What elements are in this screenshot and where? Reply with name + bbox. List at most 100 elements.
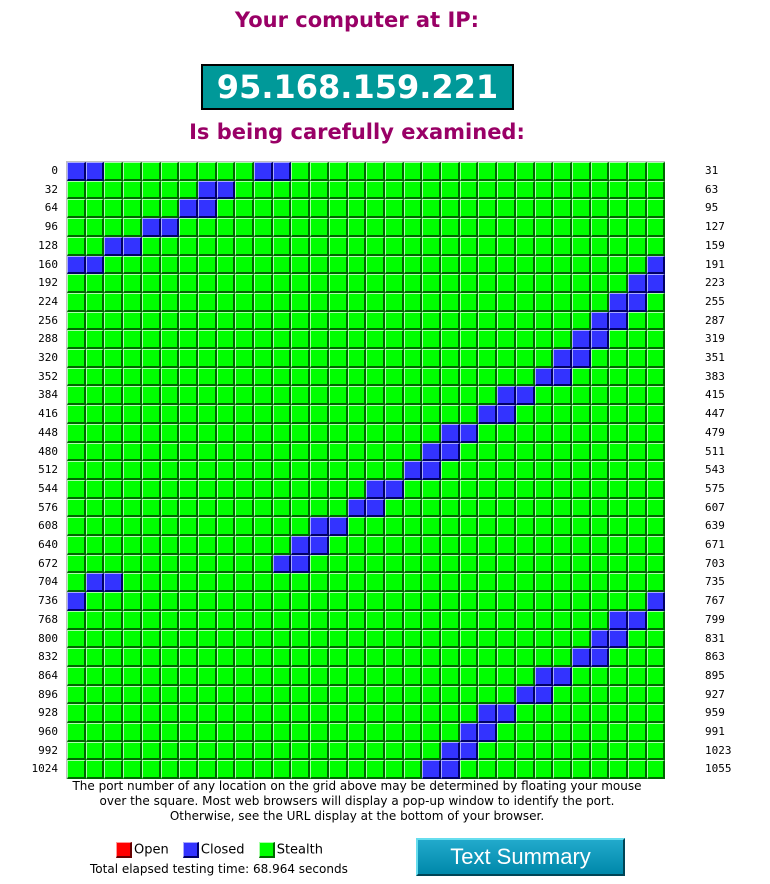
port-cell-stealth[interactable] (329, 424, 348, 443)
port-cell-stealth[interactable] (460, 592, 478, 611)
port-cell-stealth[interactable] (553, 648, 572, 667)
port-cell-closed[interactable] (553, 368, 572, 386)
port-cell-stealth[interactable] (235, 330, 254, 349)
port-cell-stealth[interactable] (422, 181, 441, 199)
port-cell-stealth[interactable] (385, 742, 404, 760)
port-cell-stealth[interactable] (104, 330, 123, 349)
port-cell-stealth[interactable] (161, 499, 179, 517)
port-cell-stealth[interactable] (142, 723, 161, 742)
port-cell-closed[interactable] (217, 181, 235, 199)
port-cell-stealth[interactable] (329, 293, 348, 312)
port-cell-stealth[interactable] (591, 368, 609, 386)
port-cell-stealth[interactable] (142, 274, 161, 293)
port-cell-stealth[interactable] (366, 555, 385, 573)
port-cell-stealth[interactable] (348, 723, 366, 742)
port-cell-stealth[interactable] (310, 480, 329, 499)
port-cell-stealth[interactable] (291, 330, 310, 349)
port-cell-stealth[interactable] (86, 424, 104, 443)
port-cell-stealth[interactable] (460, 648, 478, 667)
port-cell-stealth[interactable] (535, 274, 553, 293)
port-cell-stealth[interactable] (497, 517, 516, 536)
port-cell-stealth[interactable] (535, 218, 553, 237)
port-cell-stealth[interactable] (348, 686, 366, 704)
port-cell-closed[interactable] (591, 630, 609, 648)
port-cell-stealth[interactable] (572, 368, 591, 386)
port-cell-closed[interactable] (478, 704, 497, 723)
port-cell-stealth[interactable] (310, 368, 329, 386)
port-cell-closed[interactable] (86, 162, 104, 181)
port-cell-stealth[interactable] (329, 686, 348, 704)
port-cell-stealth[interactable] (366, 293, 385, 312)
port-cell-stealth[interactable] (535, 536, 553, 555)
port-cell-stealth[interactable] (572, 218, 591, 237)
port-cell-stealth[interactable] (291, 686, 310, 704)
port-cell-closed[interactable] (86, 573, 104, 592)
port-cell-stealth[interactable] (86, 199, 104, 218)
port-cell-stealth[interactable] (647, 293, 665, 312)
port-cell-stealth[interactable] (198, 723, 217, 742)
port-cell-stealth[interactable] (647, 312, 665, 330)
port-cell-stealth[interactable] (460, 480, 478, 499)
port-cell-stealth[interactable] (572, 237, 591, 256)
port-cell-stealth[interactable] (329, 592, 348, 611)
port-cell-stealth[interactable] (310, 555, 329, 573)
port-cell-stealth[interactable] (254, 405, 273, 424)
port-cell-stealth[interactable] (254, 312, 273, 330)
port-cell-stealth[interactable] (217, 293, 235, 312)
port-cell-stealth[interactable] (553, 312, 572, 330)
port-cell-stealth[interactable] (198, 443, 217, 461)
port-cell-stealth[interactable] (404, 424, 422, 443)
port-cell-stealth[interactable] (179, 181, 198, 199)
port-cell-stealth[interactable] (609, 760, 628, 779)
port-cell-stealth[interactable] (67, 274, 86, 293)
port-cell-stealth[interactable] (628, 405, 647, 424)
port-cell-stealth[interactable] (161, 274, 179, 293)
port-cell-closed[interactable] (647, 256, 665, 274)
port-cell-stealth[interactable] (628, 368, 647, 386)
port-cell-stealth[interactable] (161, 686, 179, 704)
port-cell-stealth[interactable] (497, 536, 516, 555)
port-cell-stealth[interactable] (217, 499, 235, 517)
port-cell-stealth[interactable] (366, 686, 385, 704)
port-cell-closed[interactable] (535, 686, 553, 704)
port-cell-stealth[interactable] (198, 237, 217, 256)
port-cell-stealth[interactable] (628, 573, 647, 592)
port-cell-stealth[interactable] (123, 199, 142, 218)
port-cell-stealth[interactable] (142, 611, 161, 630)
port-cell-stealth[interactable] (628, 312, 647, 330)
port-cell-closed[interactable] (609, 293, 628, 312)
port-cell-stealth[interactable] (647, 686, 665, 704)
port-cell-stealth[interactable] (67, 517, 86, 536)
port-cell-closed[interactable] (478, 723, 497, 742)
port-cell-closed[interactable] (609, 611, 628, 630)
port-cell-stealth[interactable] (497, 218, 516, 237)
port-cell-stealth[interactable] (217, 686, 235, 704)
port-cell-stealth[interactable] (553, 686, 572, 704)
port-cell-stealth[interactable] (123, 555, 142, 573)
port-cell-stealth[interactable] (142, 293, 161, 312)
port-cell-stealth[interactable] (86, 555, 104, 573)
port-cell-stealth[interactable] (217, 648, 235, 667)
port-cell-closed[interactable] (460, 723, 478, 742)
port-cell-stealth[interactable] (404, 573, 422, 592)
port-cell-stealth[interactable] (441, 237, 460, 256)
port-cell-stealth[interactable] (273, 424, 291, 443)
port-cell-closed[interactable] (478, 405, 497, 424)
port-cell-stealth[interactable] (310, 667, 329, 686)
port-cell-stealth[interactable] (516, 461, 535, 480)
port-cell-stealth[interactable] (460, 461, 478, 480)
port-cell-stealth[interactable] (441, 499, 460, 517)
port-cell-stealth[interactable] (553, 517, 572, 536)
port-cell-stealth[interactable] (254, 199, 273, 218)
port-cell-stealth[interactable] (273, 199, 291, 218)
port-cell-stealth[interactable] (609, 256, 628, 274)
port-cell-stealth[interactable] (254, 648, 273, 667)
port-cell-stealth[interactable] (235, 405, 254, 424)
port-cell-stealth[interactable] (478, 293, 497, 312)
port-cell-stealth[interactable] (441, 555, 460, 573)
port-cell-stealth[interactable] (553, 330, 572, 349)
port-cell-stealth[interactable] (441, 573, 460, 592)
port-cell-stealth[interactable] (404, 312, 422, 330)
port-cell-stealth[interactable] (422, 499, 441, 517)
port-cell-stealth[interactable] (422, 648, 441, 667)
